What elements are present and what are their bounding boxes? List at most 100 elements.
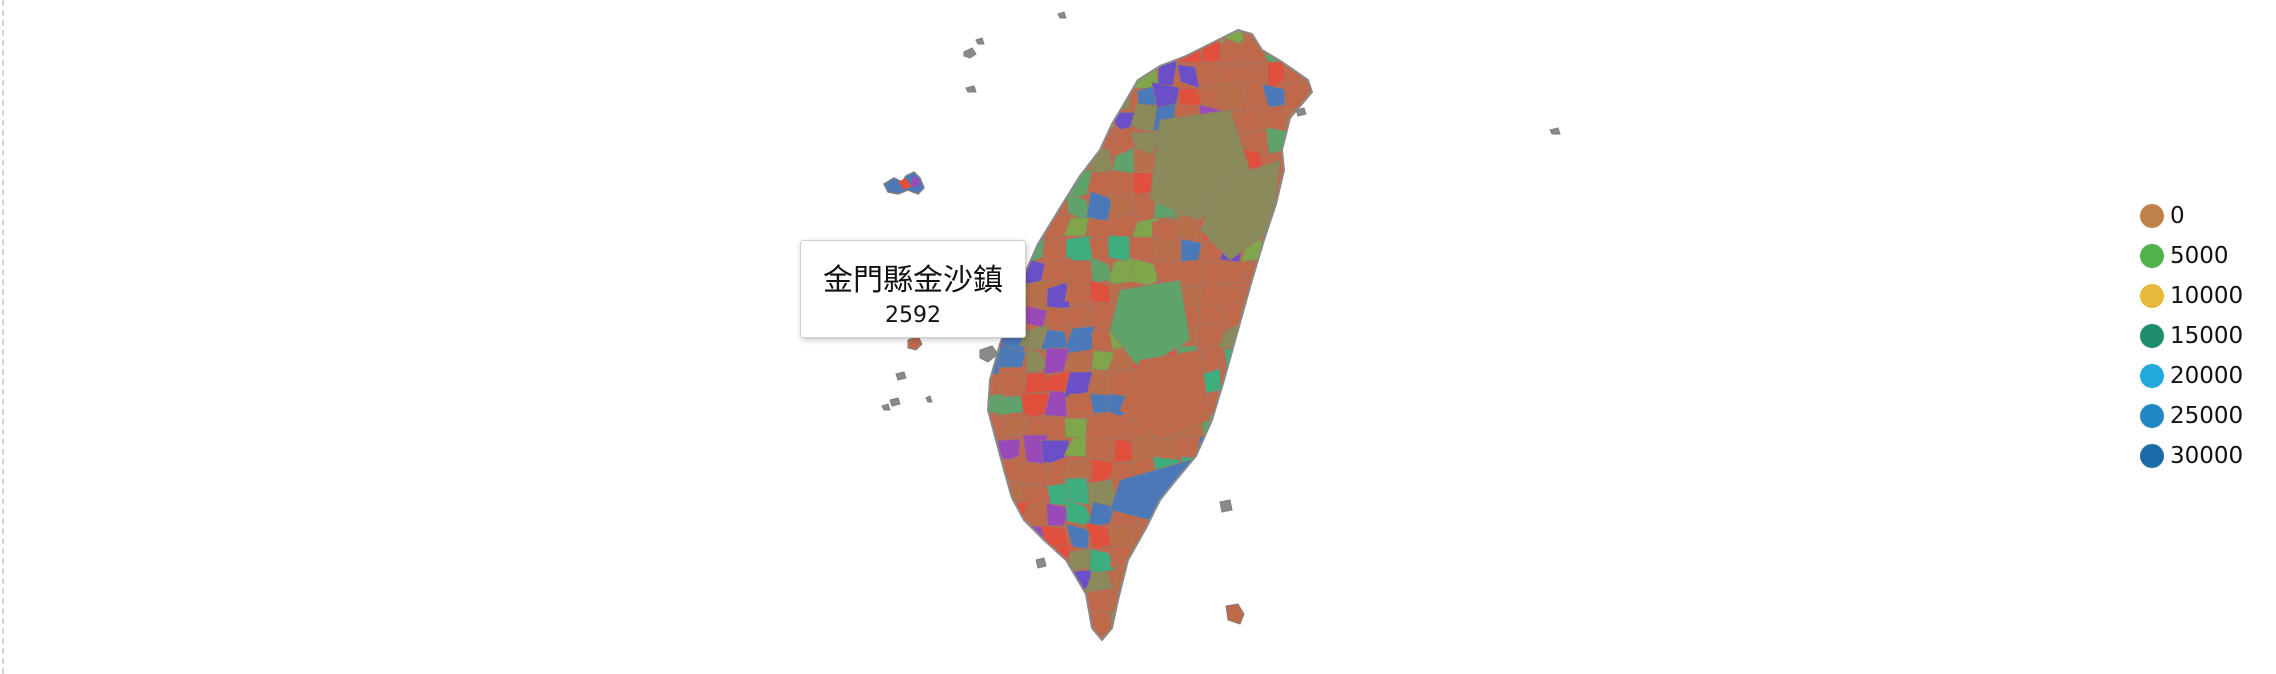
township-region[interactable] — [998, 500, 1029, 526]
township-region[interactable] — [1084, 413, 1115, 442]
township-region[interactable] — [1286, 442, 1314, 465]
township-region[interactable] — [1307, 63, 1328, 89]
legend-item-0[interactable]: 0 — [2140, 196, 2243, 236]
township-region[interactable] — [1000, 65, 1030, 92]
township-region[interactable] — [1129, 609, 1161, 635]
township-region[interactable] — [1240, 478, 1266, 505]
township-region[interactable] — [1022, 630, 1051, 657]
township-region[interactable] — [1265, 616, 1292, 641]
township-region[interactable] — [977, 477, 1006, 507]
township-region[interactable] — [1290, 128, 1313, 151]
township-region[interactable] — [1307, 325, 1334, 355]
township-region[interactable] — [1069, 104, 1094, 131]
township-region[interactable] — [1305, 609, 1336, 636]
legend-item-15000[interactable]: 15000 — [2140, 316, 2243, 356]
region-green-island[interactable] — [1219, 499, 1233, 513]
township-region[interactable] — [1264, 568, 1292, 595]
township-region[interactable] — [1305, 241, 1331, 267]
township-region[interactable] — [1041, 60, 1071, 85]
township-region[interactable] — [998, 345, 1027, 368]
legend-item-20000[interactable]: 20000 — [2140, 356, 2243, 396]
township-region[interactable] — [977, 433, 1002, 464]
township-region[interactable] — [996, 150, 1030, 173]
township-region[interactable] — [1195, 521, 1226, 552]
township-region[interactable] — [1200, 634, 1225, 659]
township-region[interactable] — [999, 633, 1028, 661]
township-region[interactable] — [1286, 301, 1312, 333]
township-region[interactable] — [977, 153, 1004, 172]
township-region[interactable] — [981, 458, 1000, 488]
township-region[interactable] — [1308, 591, 1337, 619]
township-region[interactable] — [1310, 522, 1336, 551]
township-region[interactable] — [1260, 454, 1292, 479]
township-region[interactable] — [1174, 610, 1202, 637]
township-region[interactable] — [1173, 522, 1202, 551]
township-region[interactable] — [1304, 631, 1333, 655]
township-region[interactable] — [1063, 24, 1091, 42]
township-region[interactable] — [1131, 23, 1161, 46]
township-region[interactable] — [1307, 148, 1331, 176]
township-region[interactable] — [981, 215, 1006, 244]
township-region[interactable] — [1085, 16, 1112, 44]
township-region[interactable] — [1067, 86, 1096, 108]
region-penghu-2[interactable] — [979, 345, 999, 363]
township-region[interactable] — [1282, 389, 1311, 416]
township-region[interactable] — [1261, 395, 1294, 419]
township-region[interactable] — [1284, 543, 1312, 575]
township-region[interactable] — [1218, 389, 1249, 418]
township-region[interactable] — [998, 568, 1029, 590]
township-region[interactable] — [981, 633, 1007, 663]
township-region[interactable] — [1023, 566, 1048, 597]
township-region[interactable] — [1045, 631, 1071, 658]
township-region[interactable] — [1176, 259, 1205, 285]
township-region[interactable] — [1311, 478, 1336, 509]
township-region[interactable] — [1242, 634, 1264, 660]
township-region[interactable] — [1285, 190, 1314, 222]
township-region[interactable] — [1306, 434, 1331, 465]
township-region[interactable] — [1151, 220, 1178, 245]
township-region[interactable] — [1044, 609, 1067, 639]
township-region[interactable] — [1174, 498, 1201, 530]
township-region[interactable] — [1305, 195, 1335, 222]
township-region[interactable] — [1307, 371, 1332, 397]
region-matsu-1[interactable] — [963, 47, 977, 59]
township-region[interactable] — [1174, 633, 1205, 662]
township-region[interactable] — [1226, 438, 1247, 465]
township-region[interactable] — [1286, 633, 1312, 657]
township-region[interactable] — [975, 522, 999, 553]
region-orchid-island[interactable] — [1225, 603, 1245, 625]
region-diaoyutai-islet[interactable] — [1549, 127, 1561, 135]
region-penghu-3[interactable] — [895, 371, 907, 381]
township-region[interactable] — [1216, 521, 1248, 552]
township-region[interactable] — [1238, 457, 1265, 487]
township-region[interactable] — [1245, 543, 1271, 574]
township-region[interactable] — [1158, 638, 1183, 659]
township-region[interactable] — [1266, 326, 1288, 349]
township-region[interactable] — [1284, 526, 1310, 554]
township-region[interactable] — [1062, 458, 1088, 479]
township-region[interactable] — [1085, 61, 1111, 90]
township-region[interactable] — [1238, 347, 1263, 373]
township-region[interactable] — [1199, 159, 1281, 261]
township-region[interactable] — [977, 502, 1001, 528]
township-region[interactable] — [1240, 590, 1271, 618]
township-region[interactable] — [1109, 20, 1134, 42]
township-region[interactable] — [1176, 542, 1203, 574]
township-region[interactable] — [1261, 547, 1292, 571]
township-region[interactable] — [1220, 412, 1248, 437]
township-region[interactable] — [1265, 127, 1293, 154]
township-region[interactable] — [1020, 106, 1048, 132]
township-region[interactable] — [1063, 63, 1091, 85]
township-region[interactable] — [980, 615, 1002, 637]
township-region[interactable] — [1285, 565, 1315, 596]
township-region[interactable] — [1002, 16, 1027, 43]
township-region[interactable] — [1136, 569, 1161, 596]
township-region[interactable] — [1260, 524, 1291, 547]
township-region[interactable] — [977, 565, 1007, 590]
township-region[interactable] — [979, 126, 1002, 154]
township-region[interactable] — [1305, 412, 1336, 438]
township-region[interactable] — [1240, 413, 1270, 442]
region-penghu-1[interactable] — [907, 335, 923, 351]
township-region[interactable] — [1309, 346, 1330, 377]
township-region[interactable] — [976, 169, 1005, 201]
